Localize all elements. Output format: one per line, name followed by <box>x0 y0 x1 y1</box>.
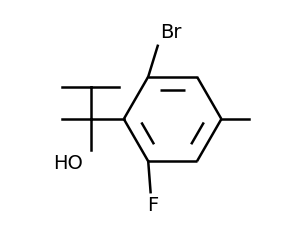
Text: HO: HO <box>53 154 83 173</box>
Text: Br: Br <box>160 23 182 42</box>
Text: F: F <box>147 196 159 215</box>
